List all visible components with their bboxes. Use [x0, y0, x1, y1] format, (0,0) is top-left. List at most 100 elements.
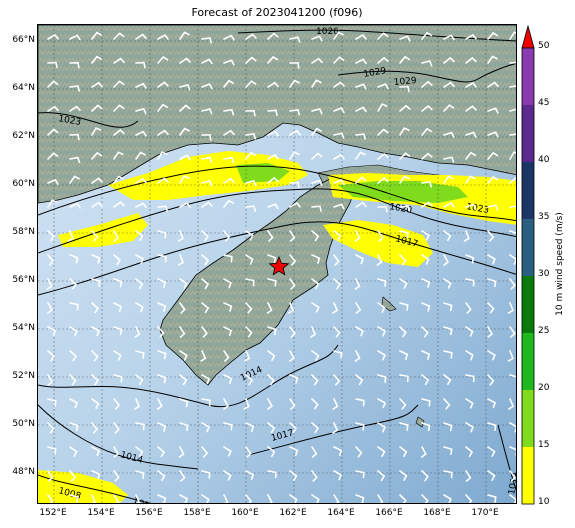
wind-barb: [245, 446, 252, 458]
wind-barb: [223, 374, 233, 384]
wind-barb: [113, 175, 124, 184]
wind-barb: [377, 350, 386, 361]
wind-barb: [465, 470, 472, 482]
colorbar-extend-arrow: [521, 24, 535, 49]
wind-barb: [157, 470, 166, 482]
wind-barb: [267, 109, 278, 117]
wind-barb: [311, 57, 323, 64]
wind-barb: [243, 398, 250, 410]
wind-barb: [69, 175, 80, 184]
wind-barb: [91, 81, 103, 88]
wind-barb: [509, 326, 516, 338]
wind-barb: [443, 446, 453, 456]
wind-barb: [399, 205, 411, 212]
wind-barb: [465, 131, 477, 138]
wind-barb: [201, 302, 210, 314]
wind-barb: [377, 176, 389, 184]
wind-barb: [443, 156, 455, 163]
wind-barb: [91, 278, 101, 287]
wind-barb: [91, 398, 100, 409]
isobar-line: [38, 165, 516, 222]
wind-barb: [509, 205, 516, 208]
wind-barb: [355, 133, 366, 140]
wind-barb: [509, 108, 516, 112]
wind-barb: [157, 55, 169, 64]
wind-barb: [465, 81, 477, 88]
wind-barb: [333, 326, 341, 338]
wind-barb: [91, 177, 103, 184]
wind-barb: [289, 181, 300, 189]
colorbar-block: [522, 219, 534, 276]
wind-barb: [245, 494, 253, 503]
wind-barb: [113, 278, 123, 288]
wind-barb: [421, 127, 433, 136]
wind-barb: [399, 55, 411, 64]
wind-barb: [487, 398, 497, 409]
wind-barb: [157, 103, 169, 112]
wind-barb: [47, 61, 58, 69]
wind-barb: [223, 470, 232, 481]
wind-barb: [267, 32, 279, 40]
lat-label: 52°N: [12, 371, 35, 381]
lat-label: 56°N: [12, 275, 35, 285]
wind-barb: [333, 494, 340, 503]
colorbar-tick: 40: [538, 155, 550, 165]
wind-barb: [179, 302, 186, 314]
wind-barb: [289, 494, 298, 503]
wind-barb: [223, 79, 235, 88]
wind-barb: [399, 127, 410, 136]
colorbar-block: [522, 162, 534, 219]
wind-barb: [69, 326, 78, 337]
wind-barb: [289, 470, 298, 481]
wind-barb: [113, 201, 125, 208]
wind-barb: [508, 398, 515, 410]
wind-barb: [135, 350, 145, 359]
wind-barb: [91, 104, 103, 112]
wind-barb: [201, 278, 210, 290]
wind-barb: [47, 254, 55, 266]
wind-barb: [69, 446, 78, 457]
wind-barb: [113, 80, 125, 88]
wind-barb: [69, 202, 81, 209]
wind-barb: [289, 278, 296, 290]
wind-barb: [245, 80, 257, 88]
wind-barb: [69, 398, 79, 409]
wind-barb: [157, 81, 169, 88]
wind-barb: [333, 132, 345, 139]
wind-barb: [289, 62, 300, 69]
isobar-label: 1014: [507, 471, 517, 496]
wind-barb: [399, 446, 408, 458]
wind-barb: [267, 326, 277, 336]
wind-barb: [289, 201, 301, 208]
wind-barb: [487, 254, 496, 265]
wind-barb: [355, 254, 365, 265]
wind-barb: [421, 470, 429, 482]
wind-barb: [377, 278, 387, 287]
wind-barb: [421, 152, 433, 160]
wind-barb: [223, 129, 235, 136]
wind-barb: [311, 302, 320, 313]
wind-barb: [91, 422, 99, 434]
lat-label: 64°N: [12, 83, 35, 93]
wind-barb: [377, 83, 389, 90]
wind-barb: [245, 254, 254, 265]
wind-barb: [443, 326, 453, 336]
wind-barb: [399, 254, 407, 266]
lat-label: 62°N: [12, 131, 35, 141]
wind-barb: [201, 398, 211, 407]
wind-barb: [333, 81, 345, 88]
wind-barb: [421, 398, 431, 407]
wind-barb: [443, 470, 453, 479]
map-title: Forecast of 2023041200 (f096): [191, 6, 363, 19]
lon-label: 166°E: [375, 508, 403, 518]
wind-barb: [443, 175, 454, 184]
wind-barb: [355, 302, 362, 314]
wind-barb: [443, 254, 450, 266]
wind-barb: [355, 176, 367, 184]
wind-barb: [509, 151, 516, 160]
wind-barb: [289, 108, 301, 116]
wind-barb: [91, 470, 101, 480]
wind-barb: [179, 154, 191, 161]
wind-barb: [377, 446, 386, 457]
wind-barb: [69, 422, 79, 432]
